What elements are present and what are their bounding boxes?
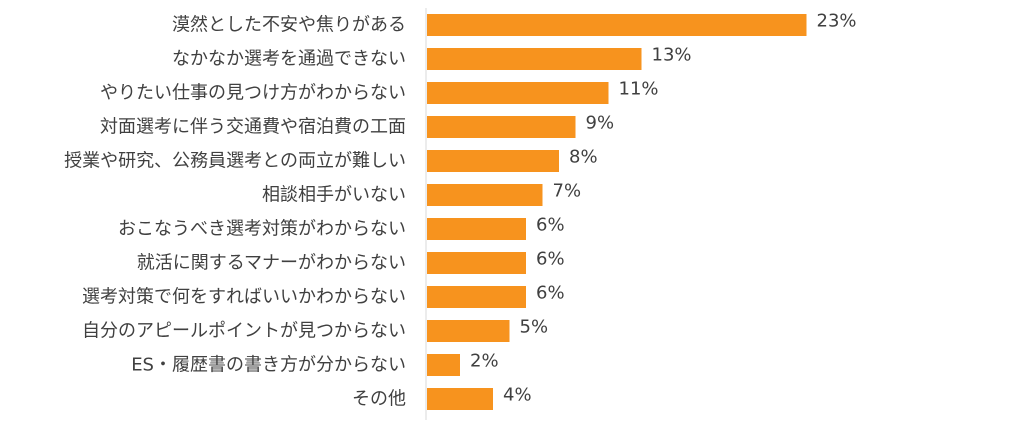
value-label: 2% bbox=[470, 351, 499, 372]
category-label: 選考対策で何をすればいいかわからない bbox=[82, 287, 406, 308]
category-label: その他 bbox=[352, 389, 406, 410]
value-label: 23% bbox=[817, 11, 857, 32]
bar bbox=[427, 218, 526, 240]
bar bbox=[427, 388, 493, 410]
category-label: おこなうべき選考対策がわからない bbox=[118, 219, 406, 240]
value-label: 9% bbox=[586, 113, 615, 134]
category-label: やりたい仕事の見つけ方がわからない bbox=[100, 83, 406, 104]
bar bbox=[427, 82, 609, 104]
value-labels: 23% 13% 11%9% 8% 7% 6% 6% 6% 5% 2%4% bbox=[470, 11, 857, 406]
category-labels: 漠然とした不安や焦りがあるなかなか選考を通過できないやりたい仕事の見つけ方がわか… bbox=[64, 15, 406, 410]
category-label: 漠然とした不安や焦りがある bbox=[172, 15, 406, 36]
bar bbox=[427, 286, 526, 308]
category-label: 授業や研究、公務員選考との両立が難しい bbox=[64, 151, 406, 172]
bar bbox=[427, 14, 807, 36]
category-label: 相談相手がいない bbox=[262, 185, 406, 206]
value-label: 4% bbox=[503, 385, 532, 406]
value-label: 7% bbox=[553, 181, 582, 202]
category-label: 自分のアピールポイントが見つからない bbox=[82, 321, 406, 342]
category-label: 対面選考に伴う交通費や宿泊費の工面 bbox=[100, 117, 406, 138]
bar bbox=[427, 116, 576, 138]
value-label: 5% bbox=[520, 317, 549, 338]
bar bbox=[427, 252, 526, 274]
value-label: 6% bbox=[536, 215, 565, 236]
bar bbox=[427, 184, 543, 206]
category-label: なかなか選考を通過できない bbox=[172, 49, 406, 70]
bar bbox=[427, 354, 460, 376]
bars bbox=[427, 14, 807, 410]
value-label: 11% bbox=[619, 79, 659, 100]
value-label: 6% bbox=[536, 283, 565, 304]
bar bbox=[427, 48, 642, 70]
bar bbox=[427, 320, 510, 342]
value-label: 8% bbox=[569, 147, 598, 168]
bar bbox=[427, 150, 559, 172]
value-label: 6% bbox=[536, 249, 565, 270]
category-label: 就活に関するマナーがわからない bbox=[137, 253, 406, 274]
value-label: 13% bbox=[652, 45, 692, 66]
category-label: ES・履歴書の書き方が分からない bbox=[131, 355, 406, 376]
